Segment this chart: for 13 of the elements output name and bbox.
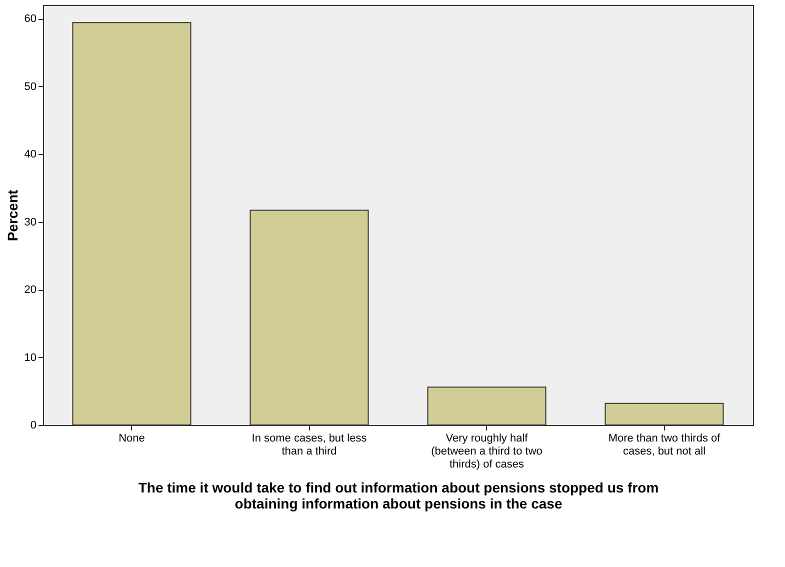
y-tick-label: 20 [24,284,36,296]
x-axis-title: The time it would take to find out information about pensions stopped us from obtaining information about pensions in the case [138,480,659,512]
y-tick-label: 10 [24,352,36,364]
y-axis-title: Percent [4,189,20,242]
y-tick-label: 60 [24,13,36,26]
y-tick-label: 0 [30,420,36,432]
y-tick-label: 30 [24,216,36,228]
y-tick-label: 50 [24,80,36,93]
x-tick-label: Very roughly half (between a third to two thirds) of cases [431,432,542,470]
x-tick-label: None [118,432,145,444]
x-tick-label: In some cases, but less than a third [252,432,368,458]
x-tick-label: More than two thirds of cases, but not all [608,432,722,458]
y-tick-label: 40 [24,148,36,161]
